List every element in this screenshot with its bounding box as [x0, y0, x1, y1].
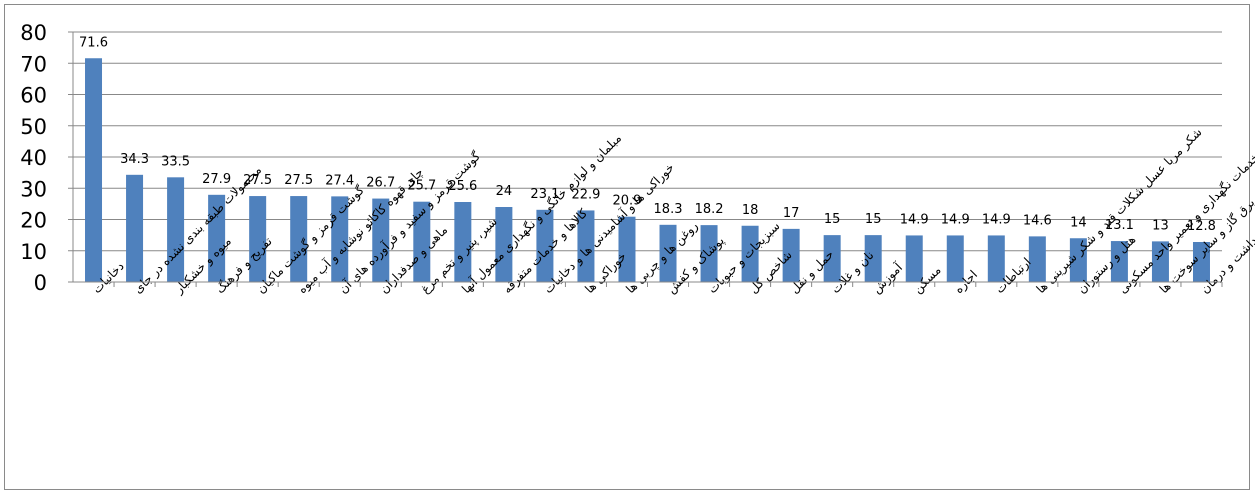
data-label: 26.7: [366, 176, 395, 191]
data-label: 34.3: [120, 152, 149, 167]
ytick-label: 50: [20, 115, 47, 139]
ytick-label: 10: [20, 240, 47, 264]
data-label: 18.3: [654, 202, 683, 217]
data-label: 15: [865, 212, 882, 227]
bar: [700, 225, 718, 282]
bar: [331, 196, 349, 282]
data-label: 20.9: [613, 194, 642, 209]
axes: [72, 32, 1222, 283]
bar: [618, 216, 636, 282]
bar: [782, 228, 800, 282]
data-label: 71.6: [79, 35, 108, 50]
bar: [249, 196, 267, 282]
bar: [126, 174, 144, 282]
ytick-label: 20: [20, 209, 47, 233]
data-label: 22.9: [571, 187, 600, 202]
bar: [864, 235, 882, 282]
ytick-label: 0: [34, 271, 47, 295]
data-label: 25.7: [407, 179, 436, 194]
data-label: 33.5: [161, 154, 190, 169]
data-label: 17: [783, 206, 800, 221]
bar: [946, 235, 964, 282]
data-label: 27.9: [202, 172, 231, 187]
bar: [495, 207, 513, 282]
ytick-label: 70: [20, 52, 47, 76]
bar: [208, 194, 226, 282]
data-label: 13.1: [1105, 218, 1134, 233]
bar: [823, 235, 841, 282]
data-label: 25.6: [448, 179, 477, 194]
bar: [413, 201, 431, 282]
bar: [741, 225, 759, 282]
ytick-label: 80: [20, 21, 47, 45]
data-label: 14: [1070, 215, 1087, 230]
data-label: 23.1: [530, 187, 559, 202]
data-label: 14.6: [1023, 213, 1052, 228]
data-label: 14.9: [900, 212, 929, 227]
data-label: 14.9: [982, 212, 1011, 227]
ytick-label: 30: [20, 177, 47, 201]
data-labels: 71.6 34.3 33.5 27.9 27.5 27.5 27.4 26.7 25.7 25.6…: [79, 35, 1216, 234]
ytick-label: 60: [20, 84, 47, 108]
bar: [1192, 242, 1210, 282]
bar: [536, 209, 554, 282]
data-label: 15: [824, 212, 841, 227]
bar: [1151, 241, 1169, 282]
bar: [290, 196, 308, 282]
data-label: 14.9: [941, 212, 970, 227]
bars: [85, 58, 1210, 282]
data-label: 18.2: [695, 202, 724, 217]
bar: [1110, 241, 1128, 282]
bar: [85, 58, 103, 282]
bar: [987, 235, 1005, 282]
data-label: 18: [742, 203, 759, 218]
ytick-label: 40: [20, 146, 47, 170]
data-label: 24: [496, 184, 513, 199]
bar: [1028, 236, 1046, 282]
data-label: 12.8: [1187, 219, 1216, 234]
bar: [454, 202, 472, 282]
bar: [577, 210, 595, 282]
bar: [167, 177, 185, 282]
data-label: 27.5: [284, 173, 313, 188]
bar: [659, 224, 677, 282]
data-label: 27.5: [243, 173, 272, 188]
bar: [372, 198, 390, 282]
y-axis-ticks: 0 10 20 30 40 50 60 70 80: [20, 21, 73, 295]
data-label: 13: [1152, 218, 1169, 233]
data-label: 27.4: [325, 173, 354, 188]
bar: [905, 235, 923, 282]
bar: [1069, 238, 1087, 282]
